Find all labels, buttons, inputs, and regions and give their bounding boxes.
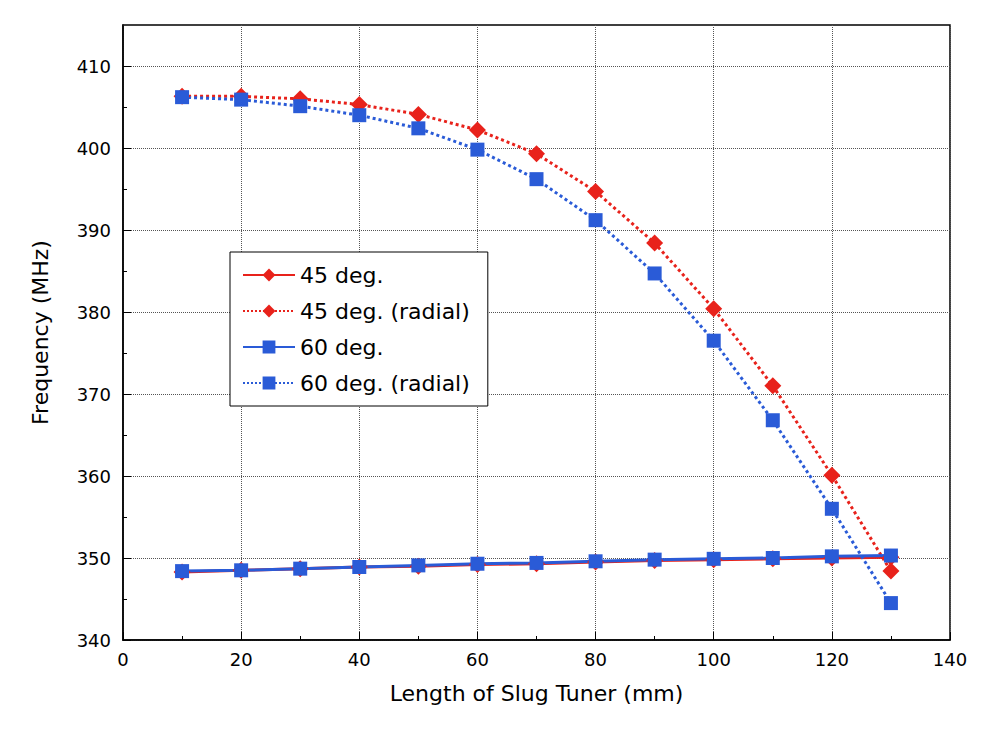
svg-text:45 deg. (radial): 45 deg. (radial) <box>300 299 470 324</box>
svg-text:410: 410 <box>77 56 111 77</box>
svg-text:80: 80 <box>584 649 607 670</box>
svg-text:340: 340 <box>77 630 111 651</box>
svg-text:350: 350 <box>77 548 111 569</box>
svg-text:40: 40 <box>348 649 371 670</box>
svg-text:100: 100 <box>697 649 731 670</box>
svg-text:Length of Slug Tuner (mm): Length of Slug Tuner (mm) <box>390 681 684 706</box>
svg-text:20: 20 <box>230 649 253 670</box>
svg-text:360: 360 <box>77 466 111 487</box>
svg-text:45 deg.: 45 deg. <box>300 263 383 288</box>
svg-text:390: 390 <box>77 220 111 241</box>
svg-text:140: 140 <box>933 649 967 670</box>
svg-text:400: 400 <box>77 138 111 159</box>
svg-text:Frequency (MHz): Frequency (MHz) <box>28 240 53 425</box>
svg-text:380: 380 <box>77 302 111 323</box>
svg-text:120: 120 <box>815 649 849 670</box>
svg-text:60 deg. (radial): 60 deg. (radial) <box>300 371 470 396</box>
svg-text:370: 370 <box>77 384 111 405</box>
svg-text:60: 60 <box>466 649 489 670</box>
svg-text:60 deg.: 60 deg. <box>300 335 383 360</box>
svg-text:0: 0 <box>117 649 128 670</box>
